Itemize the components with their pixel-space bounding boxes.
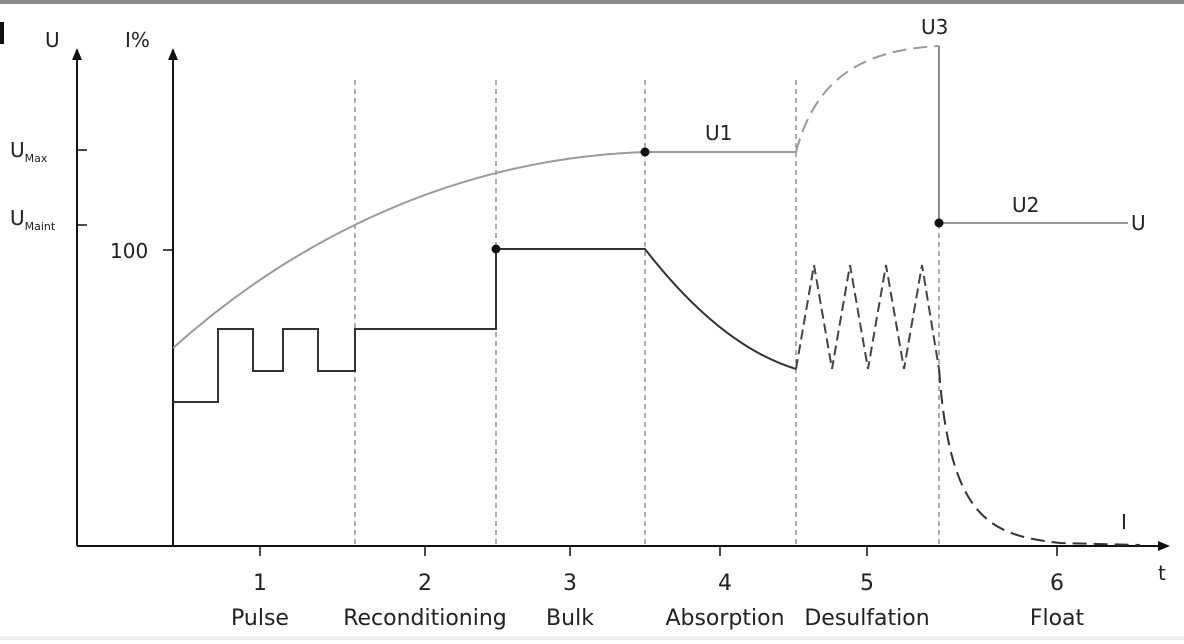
- current-curve-float: [938, 368, 1141, 546]
- u-maint-label: UMaint: [10, 206, 56, 233]
- top-border: [0, 0, 1184, 4]
- u-maint-main: U: [10, 206, 25, 230]
- stage-labels: 1 Pulse 2 Reconditioning 3 Bulk 4 Absorp…: [231, 571, 1085, 631]
- stage-4-name: Absorption: [665, 606, 784, 631]
- u2-start-dot: [934, 218, 944, 228]
- current-curve-desulfation: [795, 264, 940, 370]
- u-end-label: U: [1131, 211, 1146, 235]
- u-axis-label: U: [45, 28, 60, 52]
- bulk-start-dot: [491, 244, 501, 254]
- bottom-border: [0, 636, 1184, 640]
- u-maint-sub: Maint: [25, 220, 56, 233]
- stage-6-number: 6: [1050, 571, 1064, 596]
- u-max-main: U: [10, 138, 25, 162]
- u-max-label: UMax: [10, 138, 48, 165]
- tick-100-label: 100: [110, 239, 148, 263]
- stage-1-name: Pulse: [231, 606, 289, 631]
- stage-3-number: 3: [563, 571, 577, 596]
- voltage-curve-u3: [795, 45, 940, 153]
- stage-2-name: Reconditioning: [343, 606, 507, 631]
- left-edge-mark: [0, 22, 4, 44]
- stage-1-number: 1: [253, 571, 267, 596]
- i-end-label: I: [1121, 510, 1127, 534]
- stage-5-number: 5: [860, 571, 874, 596]
- u-max-sub: Max: [25, 152, 48, 165]
- t-axis-label: t: [1158, 561, 1166, 585]
- i-axis-label: I%: [125, 28, 150, 52]
- stage-5-name: Desulfation: [804, 606, 929, 631]
- stage-4-number: 4: [718, 571, 732, 596]
- current-curve-pulse-recon-bulk: [173, 248, 797, 403]
- u1-label: U1: [705, 121, 732, 145]
- u3-label: U3: [921, 15, 948, 39]
- voltage-curve-u1: [172, 151, 796, 349]
- u2-label: U2: [1012, 193, 1039, 217]
- u1-start-dot: [640, 147, 650, 157]
- stage-dividers: [354, 80, 940, 546]
- stage-6-name: Float: [1030, 606, 1085, 631]
- stage-2-number: 2: [418, 571, 432, 596]
- stage-3-name: Bulk: [546, 606, 594, 631]
